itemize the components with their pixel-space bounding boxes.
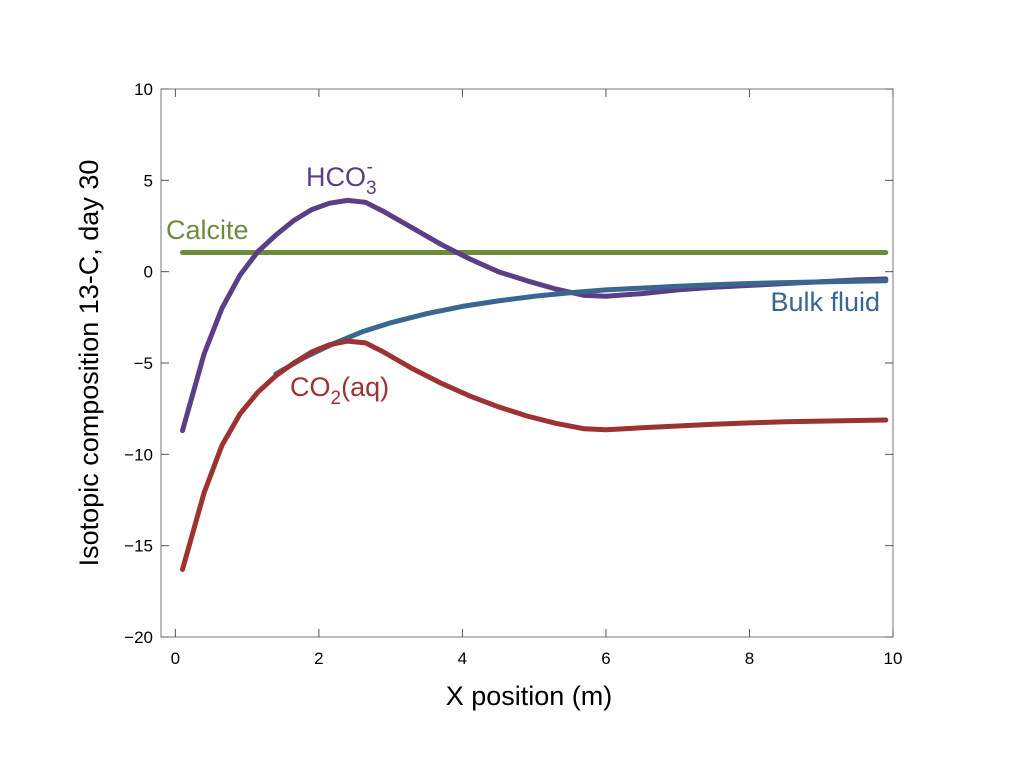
y-axis-title: Isotopic composition 13-C, day 30 <box>74 160 104 567</box>
y-tick-label: −15 <box>124 537 153 556</box>
x-axis-ticks: 0 2 4 6 8 10 <box>171 89 903 668</box>
y-tick-label: −20 <box>124 628 153 647</box>
plot-frame <box>160 88 894 638</box>
calcite-label: Calcite <box>166 215 249 245</box>
co2-aq-label: CO2(aq) <box>290 372 389 409</box>
x-tick-label: 0 <box>171 649 180 668</box>
x-axis-title: X position (m) <box>446 681 613 711</box>
y-tick-label: 5 <box>144 171 153 190</box>
y-axis-ticks: 10 5 0 −5 −10 −15 −20 <box>124 80 893 647</box>
y-tick-label: 10 <box>134 80 153 99</box>
series-lines <box>180 197 889 572</box>
x-tick-label: 4 <box>458 649 467 668</box>
y-tick-label: −10 <box>124 445 153 464</box>
x-tick-label: 8 <box>745 649 754 668</box>
hco3-label: HCO3- <box>306 157 377 199</box>
bulk-fluid-label: Bulk fluid <box>770 287 880 317</box>
bulk-fluid-line <box>273 278 889 377</box>
y-tick-label: 0 <box>144 263 153 282</box>
x-tick-label: 2 <box>314 649 323 668</box>
x-tick-label: 6 <box>601 649 610 668</box>
y-tick-label: −5 <box>134 354 153 373</box>
co2-aq-line <box>180 338 889 572</box>
x-tick-label: 10 <box>884 649 903 668</box>
